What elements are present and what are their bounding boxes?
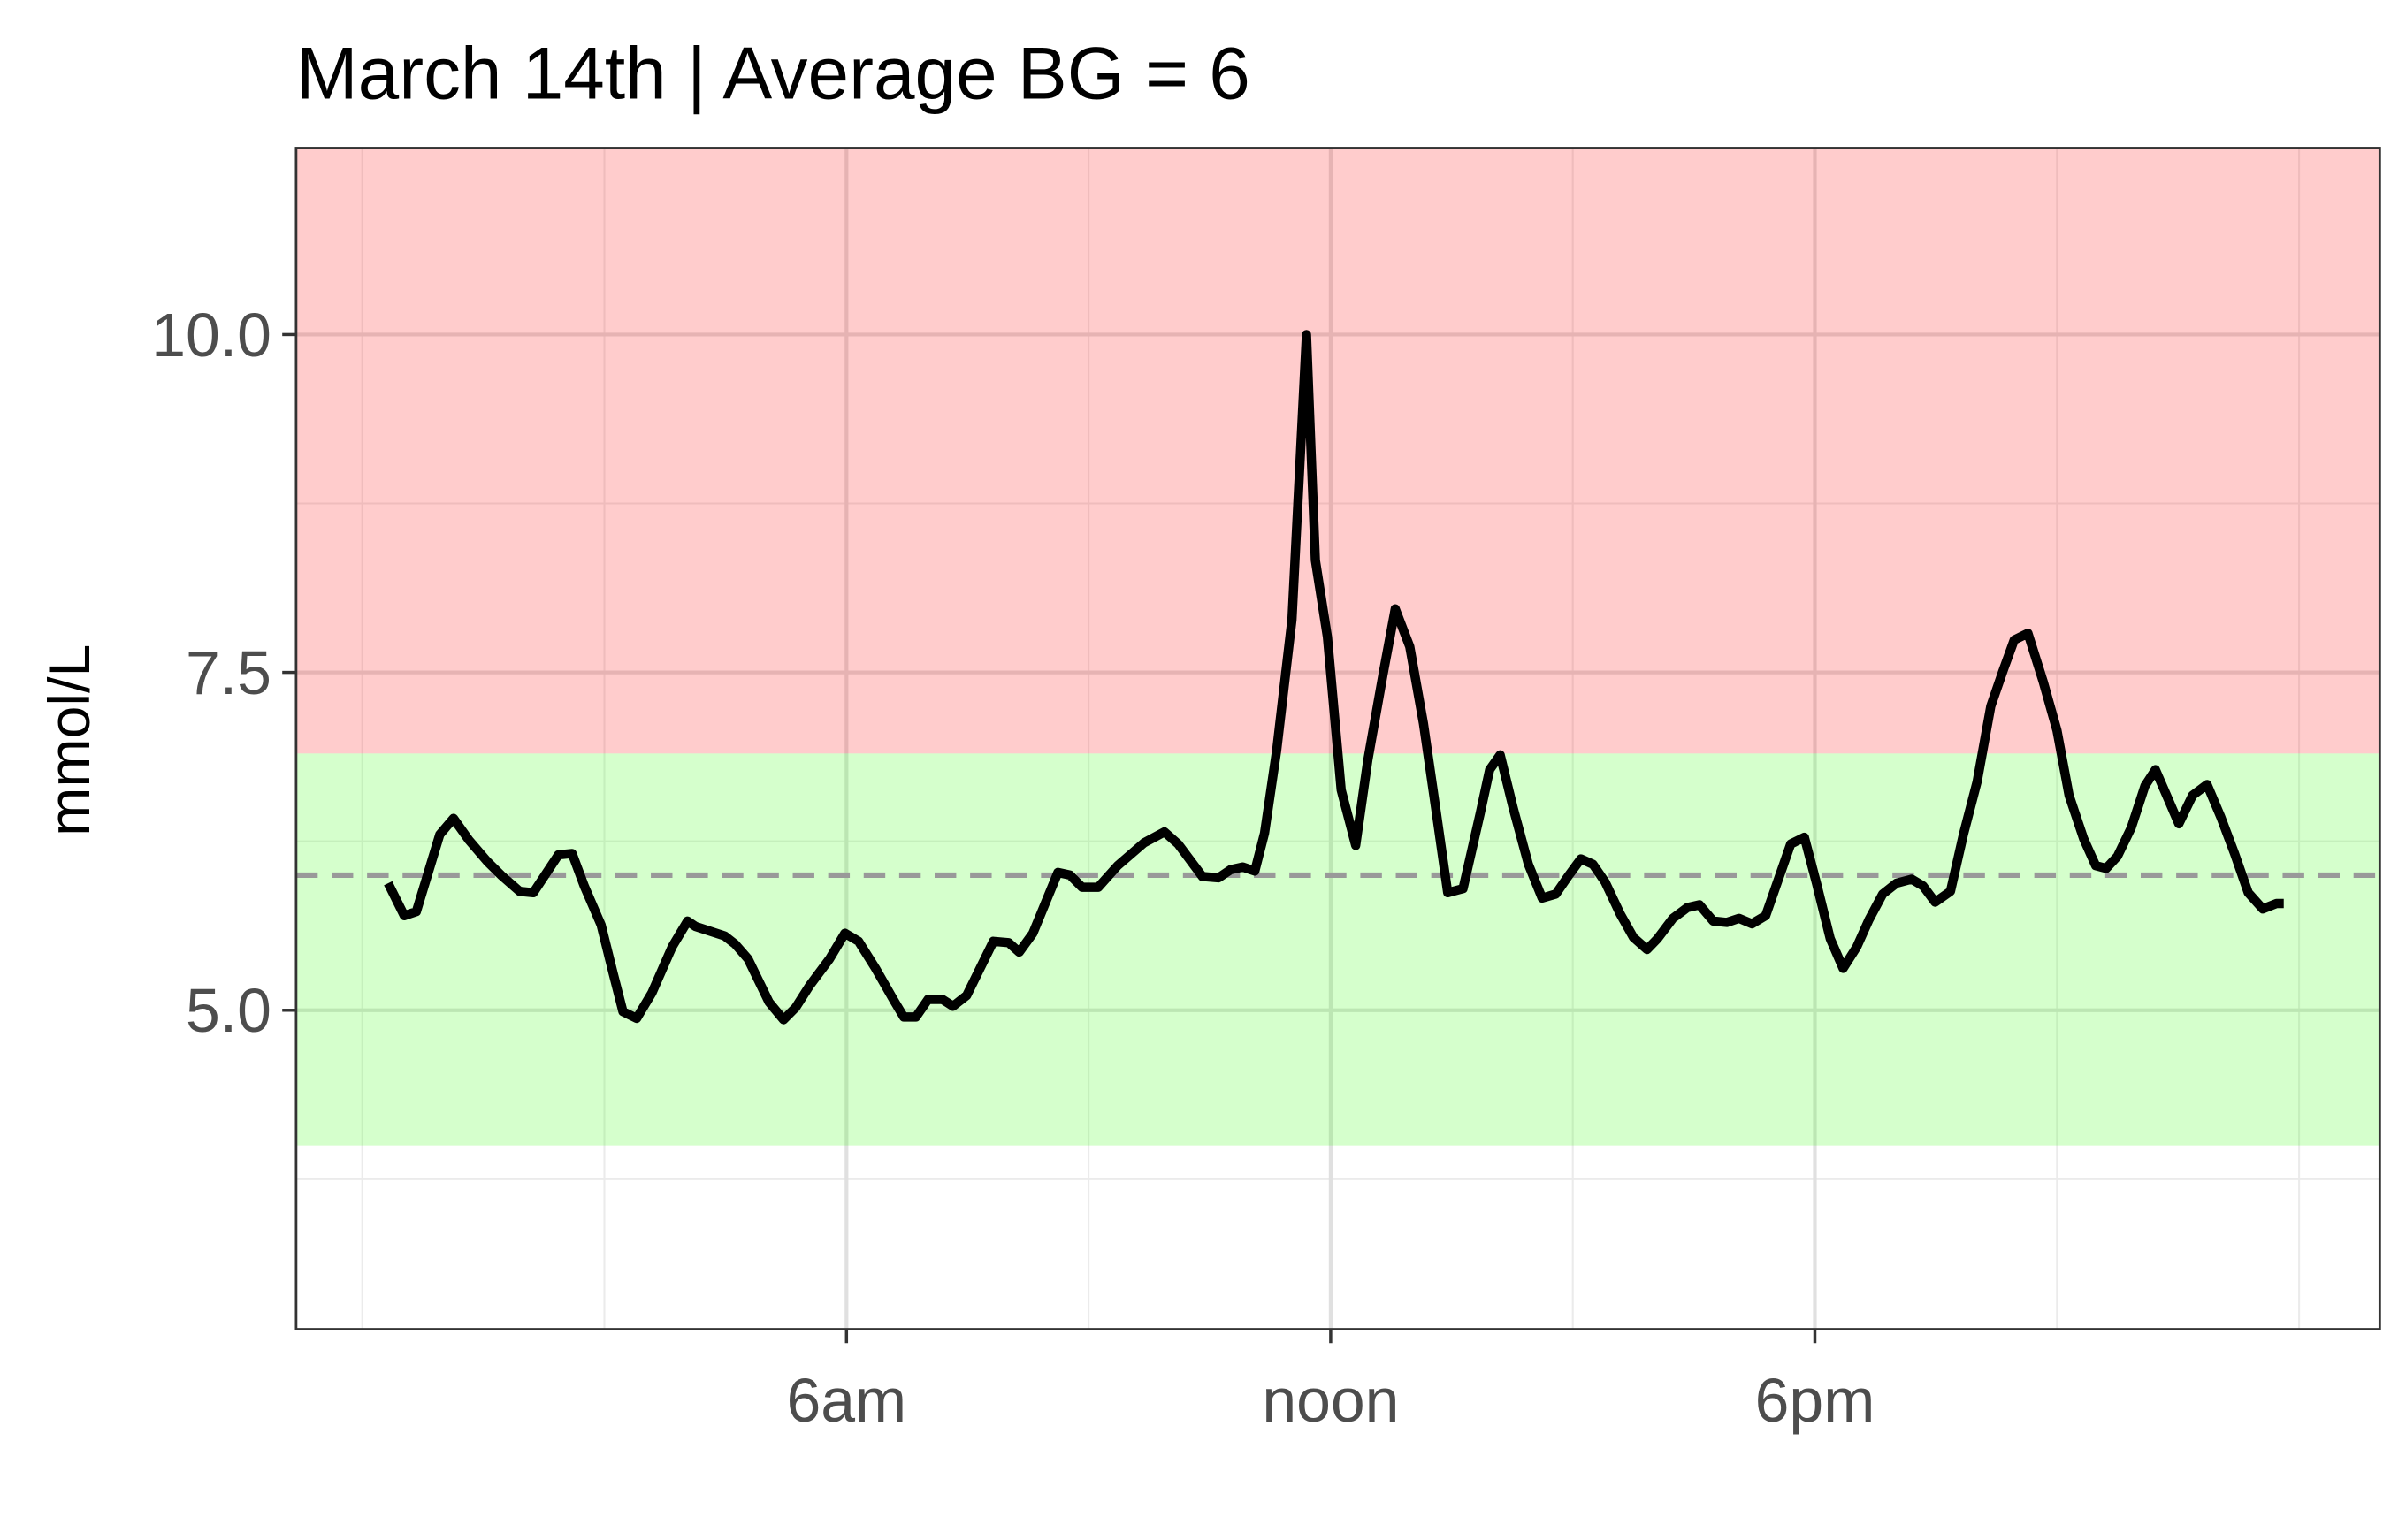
y-axis-label: mmol/L [37, 644, 103, 836]
x-tick-label: noon [1262, 1366, 1399, 1435]
y-tick-label: 7.5 [186, 638, 271, 707]
x-tick-label: 6am [786, 1366, 906, 1435]
range-band [295, 753, 2380, 1146]
range-band [295, 148, 2380, 754]
y-tick-label: 10.0 [151, 301, 271, 370]
bg-line [384, 330, 2284, 1025]
panel-border [294, 147, 2381, 1330]
chart-title: March 14th | Average BG = 6 [296, 32, 1250, 115]
y-tick-label: 5.0 [186, 976, 271, 1045]
x-tick-label: 6pm [1755, 1366, 1875, 1435]
